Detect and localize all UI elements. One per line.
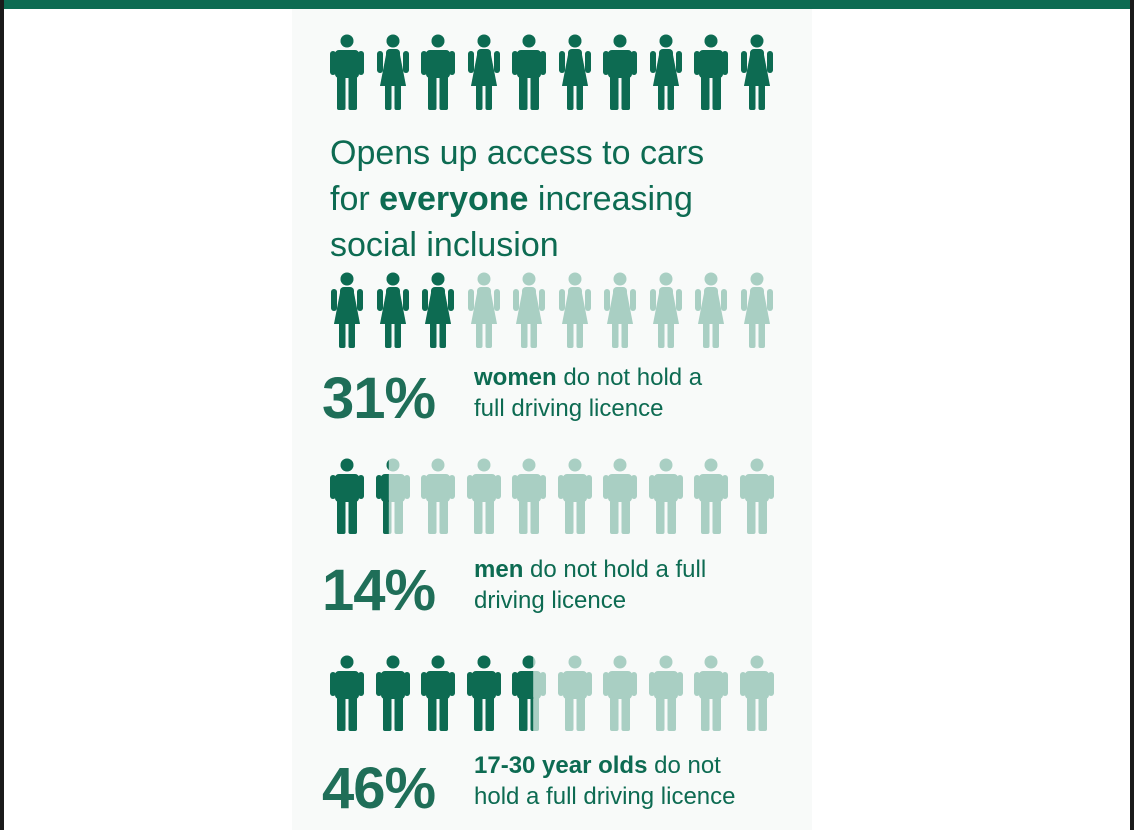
man-icon: [599, 458, 641, 534]
man-icon: [326, 34, 368, 110]
man-icon: [508, 655, 550, 731]
men-stat-bold: men: [474, 556, 524, 583]
woman-icon: [554, 272, 596, 348]
man-icon: [599, 655, 641, 731]
figure-row-women: [326, 272, 776, 348]
men-stat-value: 14%: [322, 558, 436, 623]
women-stat-bold: women: [474, 364, 557, 391]
headline-line-1: Opens up access to cars: [330, 134, 705, 172]
women-stat-text: women do not hold a full driving licence: [474, 362, 804, 424]
man-icon: [508, 458, 550, 534]
woman-icon: [463, 272, 505, 348]
woman-icon: [326, 272, 368, 348]
men-stat-rest-2: driving licence: [474, 587, 627, 614]
man-icon: [463, 655, 505, 731]
woman-icon: [736, 34, 778, 110]
men-stat-rest-1: do not hold a full: [523, 556, 707, 583]
man-icon: [372, 458, 414, 534]
man-icon: [645, 655, 687, 731]
man-icon: [599, 34, 641, 110]
men-stat-text: men do not hold a full driving licence: [474, 554, 804, 616]
woman-icon: [645, 34, 687, 110]
women-stat-rest-1: do not hold a: [556, 364, 703, 391]
women-stat-value: 31%: [322, 366, 436, 431]
man-icon: [690, 655, 732, 731]
headline-emphasis: everyone: [379, 180, 529, 218]
woman-icon: [645, 272, 687, 348]
woman-icon: [372, 272, 414, 348]
right-border: [1130, 0, 1134, 830]
figure-row-men: [326, 458, 776, 534]
young-stat-text: 17-30 year olds do not hold a full drivi…: [474, 750, 804, 812]
man-icon: [417, 655, 459, 731]
man-icon: [417, 34, 459, 110]
man-icon: [326, 458, 368, 534]
headline: Opens up access to cars for everyone inc…: [330, 130, 790, 268]
top-bar: [0, 0, 1134, 9]
man-icon: [326, 655, 368, 731]
woman-icon: [554, 34, 596, 110]
man-icon: [690, 34, 732, 110]
women-stat-rest-2: full driving licence: [474, 395, 664, 422]
man-icon: [554, 458, 596, 534]
figure-row-young: [326, 655, 776, 731]
woman-icon: [690, 272, 732, 348]
woman-icon: [372, 34, 414, 110]
young-stat-bold: 17-30 year olds: [474, 752, 648, 779]
man-icon: [690, 458, 732, 534]
headline-line-3: social inclusion: [330, 226, 559, 264]
man-icon: [736, 655, 778, 731]
left-border: [0, 0, 4, 830]
man-icon: [645, 458, 687, 534]
man-icon: [554, 655, 596, 731]
man-icon: [508, 34, 550, 110]
man-icon: [463, 458, 505, 534]
young-stat-rest-1: do not: [647, 752, 721, 779]
woman-icon: [463, 34, 505, 110]
headline-line-2-start: for: [330, 180, 380, 218]
woman-icon: [508, 272, 550, 348]
figure-row-intro: [326, 34, 776, 110]
young-stat-rest-2: hold a full driving licence: [474, 783, 736, 810]
woman-icon: [599, 272, 641, 348]
woman-icon: [417, 272, 459, 348]
headline-line-2-end: increasing: [528, 180, 693, 218]
man-icon: [736, 458, 778, 534]
man-icon: [372, 655, 414, 731]
woman-icon: [736, 272, 778, 348]
man-icon: [417, 458, 459, 534]
young-stat-value: 46%: [322, 756, 436, 821]
